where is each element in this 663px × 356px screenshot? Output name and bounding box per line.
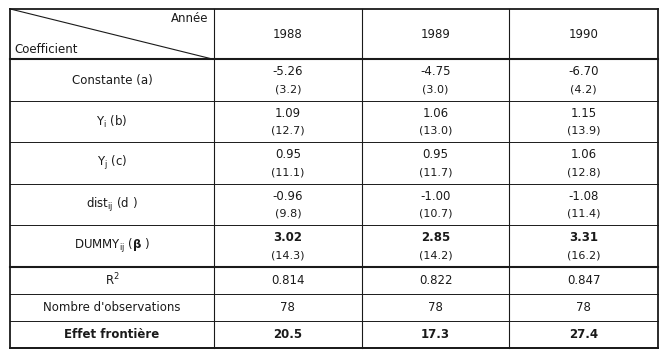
Text: Année: Année xyxy=(171,12,209,25)
Text: 1988: 1988 xyxy=(273,28,303,41)
Text: -5.26: -5.26 xyxy=(272,66,303,78)
Text: $\mathrm{R^2}$: $\mathrm{R^2}$ xyxy=(105,272,119,289)
Text: 1.15: 1.15 xyxy=(570,107,597,120)
Text: 17.3: 17.3 xyxy=(421,328,450,341)
Text: $\mathrm{Y_j}$ (c): $\mathrm{Y_j}$ (c) xyxy=(97,154,127,172)
Text: Constante (a): Constante (a) xyxy=(72,74,152,87)
Text: (13.9): (13.9) xyxy=(567,126,600,136)
Text: 0.814: 0.814 xyxy=(271,274,304,287)
Text: -1.08: -1.08 xyxy=(568,190,599,203)
Text: -6.70: -6.70 xyxy=(568,66,599,78)
Text: 27.4: 27.4 xyxy=(569,328,598,341)
Text: (16.2): (16.2) xyxy=(567,250,600,260)
Text: (10.7): (10.7) xyxy=(419,209,452,219)
Text: (11.4): (11.4) xyxy=(567,209,600,219)
Text: Effet frontière: Effet frontière xyxy=(64,328,160,341)
Text: -4.75: -4.75 xyxy=(420,66,451,78)
Text: (12.8): (12.8) xyxy=(567,167,600,177)
Text: 20.5: 20.5 xyxy=(273,328,302,341)
Text: 0.847: 0.847 xyxy=(567,274,600,287)
Text: $\mathrm{Y_i}$ (b): $\mathrm{Y_i}$ (b) xyxy=(96,114,128,130)
Text: (9.8): (9.8) xyxy=(274,209,301,219)
Text: 2.85: 2.85 xyxy=(421,231,450,245)
Text: 0.95: 0.95 xyxy=(422,148,448,161)
Text: $\mathrm{dist_{ij}}$ (d ): $\mathrm{dist_{ij}}$ (d ) xyxy=(86,196,138,214)
Text: (4.2): (4.2) xyxy=(570,84,597,94)
Text: 3.02: 3.02 xyxy=(273,231,302,245)
Text: (3.2): (3.2) xyxy=(274,84,301,94)
Text: 1.06: 1.06 xyxy=(570,148,597,161)
Text: 78: 78 xyxy=(280,301,295,314)
Text: Nombre d'observations: Nombre d'observations xyxy=(43,301,181,314)
Text: -0.96: -0.96 xyxy=(272,190,303,203)
Text: 78: 78 xyxy=(576,301,591,314)
Text: 1.09: 1.09 xyxy=(274,107,301,120)
Text: 0.95: 0.95 xyxy=(275,148,301,161)
Text: 3.31: 3.31 xyxy=(569,231,598,245)
Text: (13.0): (13.0) xyxy=(419,126,452,136)
Text: Coefficient: Coefficient xyxy=(14,43,78,56)
Text: 1.06: 1.06 xyxy=(422,107,449,120)
Text: (14.2): (14.2) xyxy=(419,250,452,260)
Text: (12.7): (12.7) xyxy=(271,126,304,136)
Text: (11.7): (11.7) xyxy=(419,167,452,177)
Text: 1990: 1990 xyxy=(569,28,599,41)
Text: $\mathrm{DUMMY_{ij}}$ ($\mathbf{\beta}$ ): $\mathrm{DUMMY_{ij}}$ ($\mathbf{\beta}$ … xyxy=(74,237,150,255)
Text: 1989: 1989 xyxy=(420,28,450,41)
Text: (14.3): (14.3) xyxy=(271,250,304,260)
Text: (11.1): (11.1) xyxy=(271,167,304,177)
Text: -1.00: -1.00 xyxy=(420,190,451,203)
Text: 0.822: 0.822 xyxy=(419,274,452,287)
Text: (3.0): (3.0) xyxy=(422,84,449,94)
Text: 78: 78 xyxy=(428,301,443,314)
